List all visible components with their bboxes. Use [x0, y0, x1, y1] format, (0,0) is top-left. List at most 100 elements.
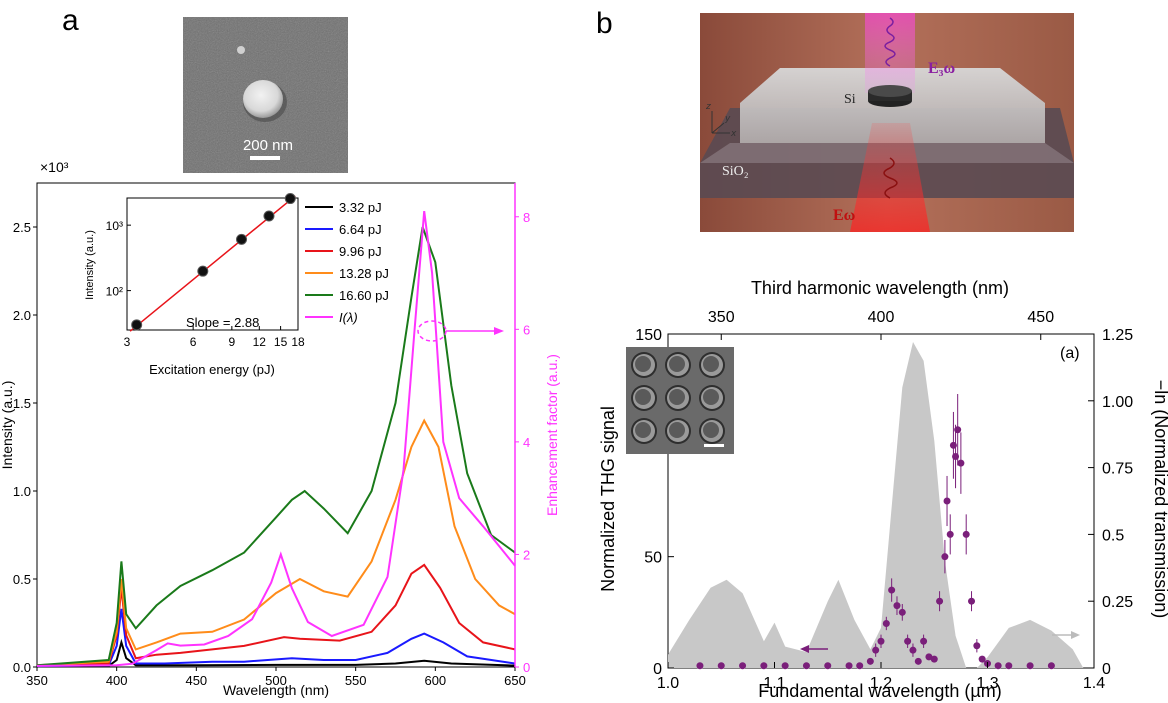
thg-data-point	[877, 637, 885, 645]
transmission-area	[668, 342, 1084, 668]
b-y-tick-label: 0	[653, 661, 662, 678]
thg-data-point	[717, 662, 725, 670]
y2-tick-label: 8	[523, 210, 530, 225]
thg-data-point	[941, 553, 949, 561]
y-tick-label: 0.5	[13, 572, 31, 587]
y-tick-label: 1.5	[13, 396, 31, 411]
panel-a-ylabel: Intensity (a.u.)	[0, 381, 15, 470]
legend-label: 16.60 pJ	[339, 288, 389, 303]
inset-slope: Slope = 2.88	[186, 315, 259, 330]
schematic-axes	[711, 111, 730, 134]
schematic-e3w: E₃ω	[928, 60, 955, 77]
y-tick-label: 1.0	[13, 484, 31, 499]
series-line-3	[36, 418, 516, 667]
x-tick-label: 650	[504, 673, 526, 688]
thg-data-point	[760, 662, 768, 670]
thg-data-point	[888, 586, 896, 594]
panel-a-exponent: ×10³	[40, 159, 69, 175]
inset-xlabel: Excitation energy (pJ)	[149, 362, 275, 377]
panel-a-xlabel: Wavelength (nm)	[223, 682, 329, 698]
b-x-tick-label: 1.1	[763, 675, 785, 692]
panel-b-tag: (a)	[1060, 345, 1080, 362]
schematic-axis-x: x	[730, 129, 737, 139]
thg-data-point	[1026, 662, 1034, 670]
thg-data-point	[943, 497, 951, 505]
b-x-tick-label: 1.4	[1083, 675, 1105, 692]
series-line-2	[36, 563, 516, 667]
y2-tick-label: 4	[523, 435, 530, 450]
schematic-axis-y: y	[724, 114, 731, 124]
schematic-sio2: SiO₂	[722, 164, 749, 179]
x-tick-label: 450	[185, 673, 207, 688]
panel-b-chart: 1.01.11.21.31.4 050100150 00.250.50.751.…	[598, 278, 1168, 701]
panel-a-label: a	[62, 4, 79, 37]
thg-data-point	[781, 662, 789, 670]
x-tick-label: 550	[345, 673, 367, 688]
x-tick-label: 500	[265, 673, 287, 688]
sem-nanoparticle-image: 200 nm	[183, 17, 348, 173]
panel-a-inset: 3 6 9 12 15 18 10² 10³ Slope = 2.88 Excitation …	[84, 193, 305, 377]
legend-label: I(λ)	[339, 310, 358, 325]
x-tick-label: 350	[26, 673, 48, 688]
x-tick-label: 600	[424, 673, 446, 688]
enhancement-annotation-ellipse	[417, 320, 447, 342]
panel-b-label: b	[596, 7, 613, 40]
b-y2-tick-label: 0.75	[1102, 461, 1133, 478]
thg-data-point	[1005, 662, 1013, 670]
series-line-1	[36, 608, 516, 668]
schematic-axis-z: z	[705, 102, 711, 112]
b-x2-tick-label: 450	[1027, 309, 1054, 326]
b-y2-tick-label: 0.25	[1102, 594, 1133, 611]
inset-x-tick-label: 15	[274, 335, 288, 349]
series-line-0	[36, 638, 516, 668]
series-line-5	[36, 210, 516, 667]
b-x-tick-label: 1.2	[870, 675, 892, 692]
thg-data-point	[925, 653, 933, 661]
thg-data-point	[696, 662, 704, 670]
thg-data-point	[994, 662, 1002, 670]
thg-data-point	[946, 530, 954, 538]
y2-tick-label: 0	[523, 660, 530, 675]
thg-data-point	[957, 459, 965, 467]
thg-data-point	[845, 662, 853, 670]
thg-data-point	[893, 602, 901, 610]
thg-data-point	[936, 597, 944, 605]
schematic-si: Si	[844, 92, 856, 107]
y-tick-label: 0.0	[13, 660, 31, 675]
b-y2-tick-label: 0	[1102, 661, 1111, 678]
thg-data-point	[739, 662, 747, 670]
schematic-ew: Eω	[833, 207, 856, 224]
thg-data-point	[866, 657, 874, 665]
inset-x-tick-label: 3	[124, 335, 131, 349]
thg-data-point	[882, 619, 890, 627]
b-y-tick-label: 150	[635, 327, 662, 344]
thg-data-point	[962, 530, 970, 538]
thg-data-point	[930, 655, 938, 663]
inset-x-tick-label: 18	[291, 335, 305, 349]
inset-ylabel: Intensity (a.u.)	[84, 230, 96, 300]
y2-tick-label: 2	[523, 547, 530, 562]
b-y2-tick-label: 1.25	[1102, 327, 1133, 344]
inset-data-point	[263, 210, 275, 222]
b-y2-tick-label: 1.00	[1102, 394, 1133, 411]
thg-data-point	[824, 662, 832, 670]
legend-label: 13.28 pJ	[339, 266, 389, 281]
schematic-illustration: Si SiO₂ E₃ω Eω z y x	[700, 13, 1074, 232]
y-tick-label: 2.0	[13, 308, 31, 323]
inset-data-point	[236, 233, 248, 245]
thg-data-point	[968, 597, 976, 605]
series-line-4	[36, 226, 516, 667]
transmission-axis-arrowhead	[1071, 631, 1080, 639]
thg-data-point	[1047, 662, 1055, 670]
inset-y-tick-label: 10³	[106, 219, 123, 233]
inset-x-tick-label: 9	[229, 335, 236, 349]
legend-label: 6.64 pJ	[339, 222, 382, 237]
y-tick-label: 2.5	[13, 220, 31, 235]
b-x2-tick-label: 400	[868, 309, 895, 326]
inset-data-point	[197, 265, 209, 277]
thg-data-point	[856, 662, 864, 670]
b-x-tick-label: 1.3	[976, 675, 998, 692]
thg-data-point	[978, 655, 986, 663]
thg-data-point	[973, 642, 981, 650]
panel-a-y2label: Enhancement factor (a.u.)	[544, 354, 560, 516]
